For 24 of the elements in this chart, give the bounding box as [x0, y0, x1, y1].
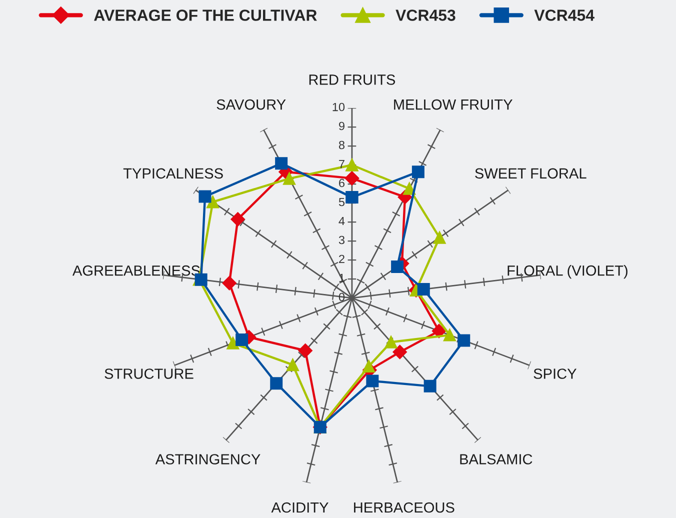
spoke-label: RED FRUITS	[309, 74, 396, 85]
y-tick-label: 2	[339, 254, 344, 264]
spoke-label: ACIDITY	[271, 502, 328, 513]
legend-label: AVERAGE OF THE CULTIVAR	[94, 10, 317, 21]
spoke-label: FLORAL (VIOLET)	[508, 265, 628, 279]
legend-label: VCR454	[534, 10, 594, 21]
spoke-label: TYPICALNESS	[123, 168, 223, 179]
legend-label: VCR453	[396, 10, 456, 21]
spoke-label: ASTRINGENCY	[155, 454, 260, 464]
y-tick-label: 5	[338, 198, 345, 206]
spoke-label: STRUCTURE	[104, 368, 194, 379]
y-tick-label: 9	[339, 122, 344, 130]
y-tick-label: 6	[339, 178, 344, 188]
spoke-label: BALSAMIC	[460, 454, 532, 464]
y-tick-label: 10	[332, 102, 345, 112]
spoke-label: MELLOW FRUITY	[394, 99, 512, 110]
spoke-label: AGREEABLENESS	[72, 265, 200, 276]
spoke-label: SWEET FLORAL	[475, 168, 586, 179]
y-tick-label: 8	[338, 140, 344, 150]
y-tick-label: 4	[338, 216, 345, 226]
spoke-label: SAVOURY	[216, 99, 286, 110]
y-tick-label: 3	[338, 236, 344, 244]
spoke-label: SPICY	[534, 368, 576, 379]
spoke-label: HERBACEOUS	[354, 502, 454, 513]
